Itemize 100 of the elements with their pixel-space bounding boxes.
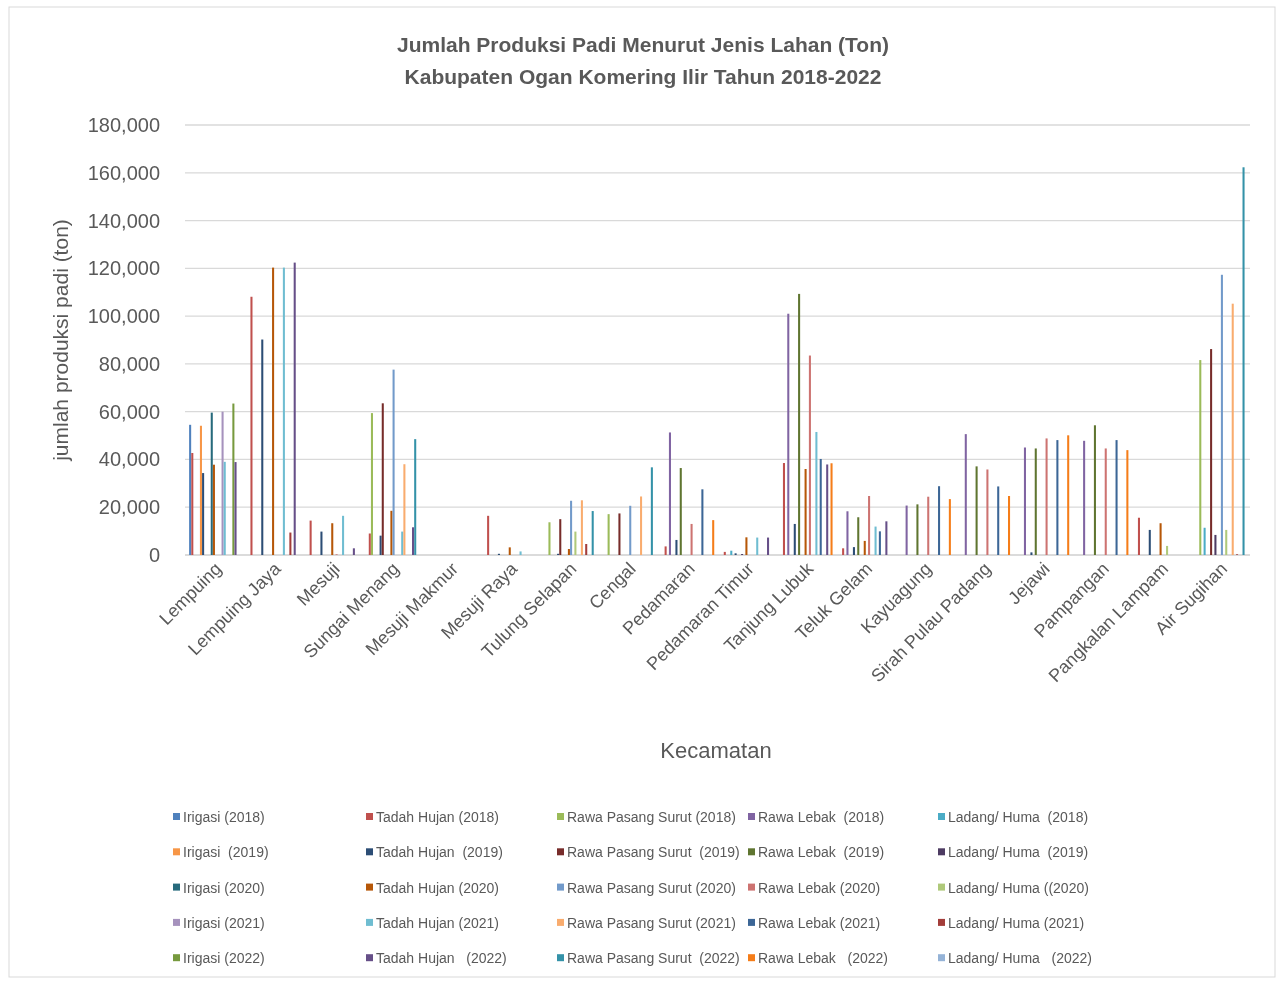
y-tick-label: 40,000	[98, 448, 160, 471]
y-tick-label: 120,000	[87, 257, 160, 280]
bar	[282, 267, 285, 555]
bar	[1220, 274, 1223, 555]
chart-title: Jumlah Produksi Padi Menurut Jenis Lahan (Ton) Kabupaten Ogan Komering Ilir Tahun 2018-2022	[396, 33, 890, 88]
bar	[392, 369, 395, 555]
bar	[701, 489, 704, 555]
bar	[210, 412, 213, 555]
bar	[1034, 448, 1037, 555]
bar	[905, 505, 908, 555]
bar	[591, 511, 594, 555]
legend-label: Rawa Pasang Surut (2022)	[567, 950, 740, 967]
bar	[916, 504, 919, 555]
bar	[640, 496, 643, 555]
bar	[712, 520, 715, 555]
legend-label: Irigasi (2022)	[183, 950, 265, 967]
legend-label: Rawa Lebak (2020)	[758, 879, 881, 896]
bar	[1023, 447, 1026, 555]
bar	[1199, 360, 1202, 555]
bar	[852, 547, 855, 555]
bar	[191, 452, 194, 555]
bar	[567, 549, 570, 555]
bar	[1159, 523, 1162, 555]
bar	[975, 466, 978, 555]
y-tick-label: 160,000	[87, 161, 160, 184]
legend-label: Rawa Lebak (2022)	[758, 950, 888, 967]
legend-label: Irigasi (2019)	[183, 844, 269, 861]
bar	[1210, 349, 1213, 555]
bar	[261, 339, 264, 555]
bar	[804, 469, 807, 555]
bar	[223, 461, 226, 555]
legend-label: Ladang/ Huma (2021)	[948, 914, 1085, 931]
bar	[250, 296, 253, 555]
y-tick-label: 180,000	[87, 114, 160, 136]
bar	[1148, 529, 1151, 555]
y-tick-label: 140,000	[87, 209, 160, 232]
bar	[679, 468, 682, 555]
bar	[1231, 303, 1234, 555]
bar	[320, 531, 323, 555]
bar	[202, 473, 205, 555]
legend-label: Ladang/ Huma (2022)	[948, 950, 1092, 967]
bar	[272, 267, 275, 555]
legend-label: Tadah Hujan (2020)	[376, 879, 499, 896]
x-axis-title: Kecamatan	[660, 738, 772, 763]
bar	[1056, 440, 1059, 555]
legend-label: Irigasi (2018)	[183, 808, 265, 825]
legend-label: Rawa Pasang Surut (2018)	[567, 808, 736, 825]
bar	[798, 293, 801, 555]
bar	[342, 515, 345, 555]
legend-label: Tadah Hujan (2018)	[376, 808, 499, 825]
bar	[548, 522, 551, 555]
bar	[1126, 450, 1129, 555]
bar	[390, 510, 393, 555]
bar	[585, 544, 588, 555]
bar	[352, 548, 355, 555]
bar	[793, 523, 796, 555]
bar	[986, 469, 989, 555]
bar	[508, 547, 511, 555]
bar	[232, 403, 235, 555]
bar	[580, 500, 583, 555]
bar	[1115, 440, 1118, 555]
bar	[1104, 448, 1107, 555]
bar	[938, 486, 941, 555]
bar	[767, 537, 770, 555]
bar	[745, 537, 748, 555]
legend-label: Tadah Hujan (2022)	[376, 950, 507, 967]
bar	[381, 403, 384, 555]
bar	[675, 539, 678, 555]
bar	[787, 313, 790, 555]
y-tick-label: 60,000	[98, 400, 160, 423]
bar	[289, 532, 292, 555]
bar	[927, 496, 930, 555]
bar	[1083, 440, 1086, 555]
bar	[1137, 517, 1140, 555]
legend-label: Ladang/ Huma ((2020)	[948, 879, 1089, 896]
bar	[1008, 495, 1011, 555]
y-tick-label: 80,000	[98, 352, 160, 375]
bar	[756, 537, 759, 555]
bar	[948, 499, 951, 555]
legend-label: Rawa Lebak (2019)	[758, 844, 885, 861]
legend-label: Rawa Pasang Surut (2021)	[567, 914, 736, 931]
bar	[690, 523, 693, 555]
bar	[868, 495, 871, 555]
bar	[1045, 438, 1048, 555]
bar	[234, 462, 237, 555]
bar	[559, 519, 562, 555]
bar	[414, 439, 417, 555]
bar	[487, 515, 490, 555]
legend-label: Tadah Hujan (2019)	[376, 844, 503, 861]
y-tick-label: 0	[148, 544, 160, 566]
y-tick-label: 20,000	[98, 496, 160, 519]
bar	[826, 464, 829, 555]
bar	[863, 540, 866, 555]
legend-label: Irigasi (2021)	[183, 914, 265, 931]
bar	[808, 355, 811, 555]
bar	[199, 425, 202, 555]
bar	[370, 413, 373, 555]
bar	[570, 500, 573, 555]
bar	[189, 424, 192, 555]
bar	[1225, 529, 1228, 555]
